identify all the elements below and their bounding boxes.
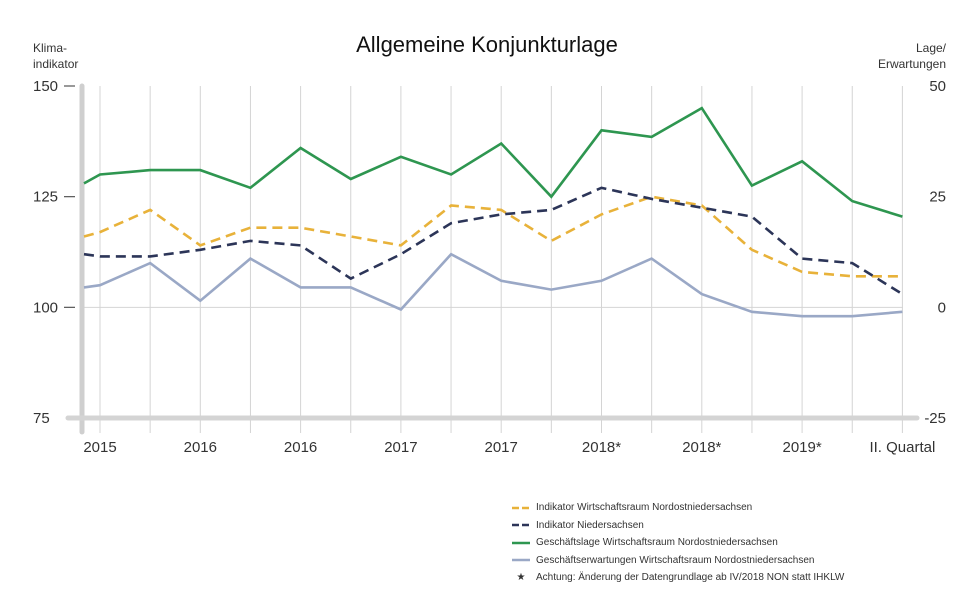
x-tick-label: II. Quartal (869, 439, 935, 456)
x-tick-label: 2016 (184, 439, 217, 456)
legend-label: Geschäftserwartungen Wirtschaftsraum Nor… (536, 554, 815, 566)
legend-swatch-dashed-yellow (512, 506, 530, 509)
left-tick-label: 125 (33, 189, 58, 206)
star-icon: ★ (516, 572, 526, 584)
x-tick-label: 2018* (582, 439, 621, 456)
gridlines (84, 86, 903, 433)
axes (64, 83, 920, 435)
right-axis-label-line1: Lage/ (916, 41, 947, 55)
footnote-text: Achtung: Änderung der Datengrundlage ab … (536, 572, 845, 584)
series-group (83, 106, 904, 318)
legend-item: Indikator Wirtschaftsraum Nordostnieders… (512, 499, 844, 517)
left-tick-label: 75 (33, 410, 50, 427)
series-line-2 (83, 106, 903, 218)
left-axis-label-line1: Klima- (33, 41, 67, 55)
tick-labels: 150 125 100 75 50 25 0 -25 2015 2016 2016 2017 2017 2… (33, 78, 946, 456)
right-tick-label: 25 (929, 189, 946, 206)
legend-swatch-dashed-navy (512, 524, 530, 527)
series-line-0 (83, 195, 903, 278)
right-axis-label-line2: Erwartungen (878, 57, 946, 71)
chart-title: Allgemeine Konjunkturlage (356, 32, 618, 57)
x-tick-label: 2019* (782, 439, 821, 456)
x-tick-label: 2018* (682, 439, 721, 456)
left-tick-label: 150 (33, 78, 58, 95)
legend-item: Indikator Niedersachsen (512, 517, 844, 535)
legend-swatch-solid-blue-grey (512, 559, 530, 562)
x-tick-label: 2017 (485, 439, 518, 456)
legend: Indikator Wirtschaftsraum Nordostnieders… (512, 499, 844, 587)
left-axis-label-line2: indikator (33, 57, 78, 71)
series-line-3 (83, 252, 903, 318)
left-tick-label: 100 (33, 299, 58, 316)
right-tick-label: 0 (938, 299, 946, 316)
right-tick-label: 50 (929, 78, 946, 95)
legend-item: Geschäftserwartungen Wirtschaftsraum Nor… (512, 552, 844, 570)
x-tick-label: 2015 (83, 439, 116, 456)
legend-item: Geschäftslage Wirtschaftsraum Nordostnie… (512, 534, 844, 552)
right-tick-label: -25 (924, 410, 946, 427)
x-tick-label: 2017 (384, 439, 417, 456)
legend-label: Indikator Niedersachsen (536, 519, 644, 531)
series-line-1 (83, 186, 904, 296)
legend-label: Indikator Wirtschaftsraum Nordostnieders… (536, 502, 753, 514)
legend-swatch-solid-green (512, 541, 530, 544)
legend-label: Geschäftslage Wirtschaftsraum Nordostnie… (536, 537, 778, 549)
x-tick-label: 2016 (284, 439, 317, 456)
legend-footnote: ★ Achtung: Änderung der Datengrundlage a… (512, 569, 845, 587)
